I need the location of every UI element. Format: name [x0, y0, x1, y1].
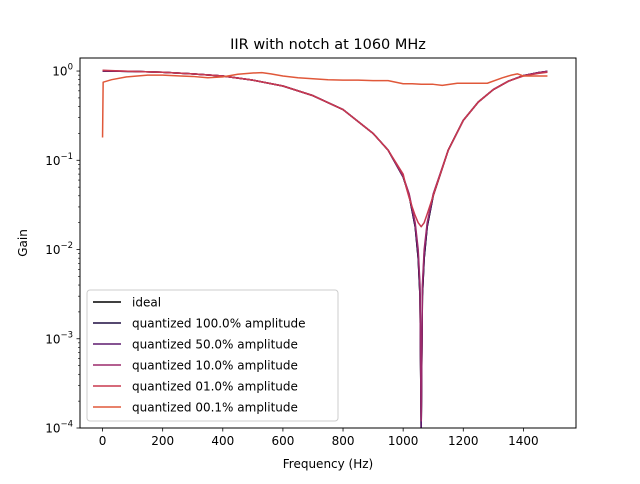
y-axis-label: Gain [16, 229, 30, 257]
legend-label-1: quantized 100.0% amplitude [132, 317, 306, 331]
y-tick-label: 10−2 [45, 241, 73, 257]
series-line-5 [101, 71, 548, 138]
x-tick-label: 400 [211, 434, 234, 448]
y-tick-label: 10−4 [45, 420, 73, 436]
y-tick-label: 10−1 [45, 152, 73, 168]
x-tick-label: 0 [99, 434, 107, 448]
legend-label-4: quantized 01.0% amplitude [132, 380, 298, 394]
chart-title: IIR with notch at 1060 MHz [230, 37, 426, 53]
x-tick-label: 1400 [508, 434, 539, 448]
legend-frame [86, 289, 339, 422]
legend: ideal quantized 100.0% amplitude quantized… [86, 289, 339, 422]
x-tick-label: 200 [151, 434, 174, 448]
series-line-4 [102, 69, 548, 228]
x-axis-label: Frequency (Hz) [283, 457, 374, 471]
legend-label-5: quantized 00.1% amplitude [132, 401, 298, 415]
x-tick-label: 1200 [448, 434, 479, 448]
x-tick-label: 800 [332, 434, 355, 448]
x-axis: 0 200 400 600 800 1000 1200 1400 [99, 428, 539, 448]
y-tick-label: 10−3 [45, 330, 73, 346]
legend-label-0: ideal [132, 296, 161, 310]
plot-frame [79, 57, 577, 429]
x-tick-label: 1000 [388, 434, 419, 448]
legend-label-3: quantized 10.0% amplitude [132, 359, 298, 373]
series-layer [101, 69, 548, 428]
legend-label-2: quantized 50.0% amplitude [132, 338, 298, 352]
y-axis: 100 10−1 10−2 10−3 10−4 [45, 63, 80, 436]
x-tick-label: 600 [271, 434, 294, 448]
y-tick-label: 100 [52, 63, 73, 79]
